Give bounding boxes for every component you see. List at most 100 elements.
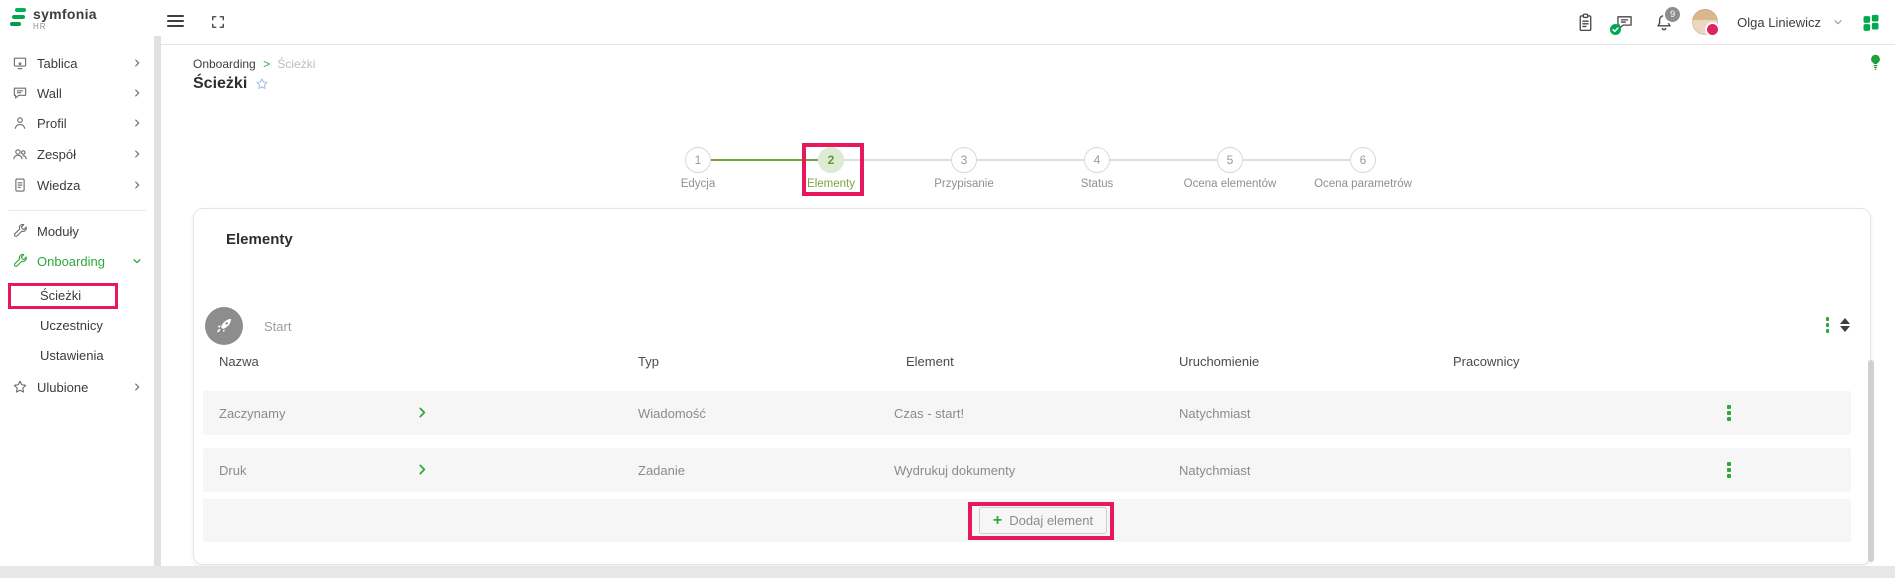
breadcrumb: Onboarding > Ścieżki xyxy=(193,57,315,71)
sidebar-item-label: Profil xyxy=(37,115,67,131)
sidebar-item-label: Tablica xyxy=(37,55,78,71)
sidebar-subitem-uczestnicy[interactable]: Uczestnicy xyxy=(40,314,103,336)
cell-element: Wydrukuj dokumenty xyxy=(894,462,1016,478)
step-number: 2 xyxy=(818,147,844,173)
sidebar-item-label: Zespół xyxy=(37,146,77,162)
star-icon xyxy=(10,378,29,396)
wrench-icon xyxy=(10,222,29,240)
add-element-label: Dodaj element xyxy=(1009,513,1094,528)
annotation-box-add-element xyxy=(968,502,1114,540)
start-label: Start xyxy=(264,318,292,334)
topbar: symfonia HR 9 Olga Liniewicz xyxy=(0,0,1895,45)
column-header-element: Element xyxy=(906,354,954,369)
card-title: Elementy xyxy=(226,231,293,248)
sidebar-item-onboarding[interactable]: Onboarding xyxy=(0,249,154,273)
kebab-menu-icon[interactable] xyxy=(1824,315,1832,335)
start-row-controls xyxy=(1824,315,1850,335)
sidebar-item-wall[interactable]: Wall xyxy=(0,81,154,105)
lightbulb-icon[interactable] xyxy=(1866,50,1885,74)
chevron-right-icon xyxy=(132,180,142,190)
user-name[interactable]: Olga Liniewicz xyxy=(1737,14,1821,30)
clipboard-icon[interactable] xyxy=(1575,11,1596,34)
breadcrumb-parent[interactable]: Onboarding xyxy=(193,57,256,71)
sidebar: Tablica Wall Profil Zespół Wiedza Moduł xyxy=(0,44,154,566)
chevron-right-icon xyxy=(132,58,142,68)
sidebar-item-label: Ulubione xyxy=(37,379,89,395)
stepper-connector-1-2 xyxy=(711,159,818,161)
avatar-status-dot xyxy=(1705,22,1721,37)
step-label: Status xyxy=(1080,178,1114,190)
stepper-connector-2-3 xyxy=(844,159,951,161)
sidebar-subitem-ustawienia[interactable]: Ustawienia xyxy=(40,344,104,366)
sort-icon[interactable] xyxy=(1840,317,1850,332)
fullscreen-icon[interactable] xyxy=(209,13,227,31)
sidebar-item-profil[interactable]: Profil xyxy=(0,111,154,135)
chevron-down-icon xyxy=(132,256,142,266)
step-label: Ocena elementów xyxy=(1183,178,1277,190)
step-edycja[interactable]: 1 Edycja xyxy=(633,147,763,190)
sidebar-item-zespol[interactable]: Zespół xyxy=(0,142,154,166)
step-label: Elementy xyxy=(807,178,855,190)
notification-count-badge: 9 xyxy=(1663,4,1683,24)
cell-nazwa: Druk xyxy=(219,462,247,478)
chevron-right-icon xyxy=(132,382,142,392)
cell-typ: Wiadomość xyxy=(638,405,706,421)
chevron-right-icon xyxy=(132,118,142,128)
sidebar-item-ulubione[interactable]: Ulubione xyxy=(0,375,154,399)
add-element-button[interactable]: + Dodaj element xyxy=(979,507,1107,534)
apps-grid-icon[interactable] xyxy=(1861,12,1881,32)
sidebar-item-moduly[interactable]: Moduły xyxy=(0,219,154,243)
sidebar-scrollbar[interactable] xyxy=(154,36,161,578)
chat-icon[interactable] xyxy=(1610,12,1636,35)
favorite-star-icon[interactable] xyxy=(254,76,270,92)
sidebar-subitem-sciezki[interactable]: Ścieżki xyxy=(40,284,81,306)
person-icon xyxy=(10,114,29,132)
breadcrumb-separator: > xyxy=(263,57,271,71)
board-icon xyxy=(10,54,29,72)
hamburger-icon[interactable] xyxy=(167,15,184,28)
kebab-menu-icon[interactable] xyxy=(1725,460,1733,480)
step-status[interactable]: 4 Status xyxy=(1032,147,1162,190)
chevron-right-icon xyxy=(132,149,142,159)
step-label: Edycja xyxy=(680,178,716,190)
sidebar-item-wiedza[interactable]: Wiedza xyxy=(0,173,154,197)
table-row: Druk Zadanie Wydrukuj dokumenty Natychmi… xyxy=(203,448,1851,492)
cell-element: Czas - start! xyxy=(894,405,965,421)
bell-icon[interactable]: 9 xyxy=(1653,4,1683,34)
step-number: 3 xyxy=(951,147,977,173)
sidebar-item-label: Onboarding xyxy=(37,253,105,269)
stepper-connector-4-5 xyxy=(1110,159,1217,161)
cell-uruchomienie: Natychmiast xyxy=(1179,462,1251,478)
sidebar-item-label: Wall xyxy=(37,85,62,101)
page-scrollbar[interactable] xyxy=(1868,360,1874,562)
page-bottom-gutter xyxy=(0,566,1895,578)
start-node: Start xyxy=(205,307,291,345)
stepper-connector-5-6 xyxy=(1243,159,1350,161)
stepper-connector-3-4 xyxy=(977,159,1084,161)
step-ocena-elementow[interactable]: 5 Ocena elementów xyxy=(1165,147,1295,190)
user-avatar[interactable] xyxy=(1692,9,1721,37)
chevron-right-icon[interactable] xyxy=(415,462,429,477)
annotation-box-step-elementy xyxy=(802,143,864,196)
sidebar-item-tablica[interactable]: Tablica xyxy=(0,51,154,75)
sidebar-subitem-label: Uczestnicy xyxy=(40,317,103,333)
cell-typ: Zadanie xyxy=(638,462,685,478)
topbar-right-cluster: 9 Olga Liniewicz xyxy=(1575,0,1881,44)
step-ocena-parametrow[interactable]: 6 Ocena parametrów xyxy=(1298,147,1428,190)
column-header-pracownicy: Pracownicy xyxy=(1453,354,1520,369)
chevron-right-icon[interactable] xyxy=(415,405,429,420)
step-elementy[interactable]: 2 Elementy xyxy=(766,147,896,190)
user-menu-chevron-down-icon[interactable] xyxy=(1832,16,1844,28)
kebab-menu-icon[interactable] xyxy=(1725,403,1733,423)
symfonia-logo-icon xyxy=(10,7,26,30)
team-icon xyxy=(10,145,29,163)
step-number: 1 xyxy=(685,147,711,173)
chat-status-check-icon xyxy=(1610,23,1622,35)
column-header-typ: Typ xyxy=(638,354,659,369)
elements-card: Elementy Start Nazwa Typ Element Uruchom… xyxy=(193,208,1871,565)
wrench-icon xyxy=(10,252,29,270)
step-przypisanie[interactable]: 3 Przypisanie xyxy=(899,147,1029,190)
sidebar-item-label: Wiedza xyxy=(37,177,81,193)
column-header-nazwa: Nazwa xyxy=(219,354,259,369)
